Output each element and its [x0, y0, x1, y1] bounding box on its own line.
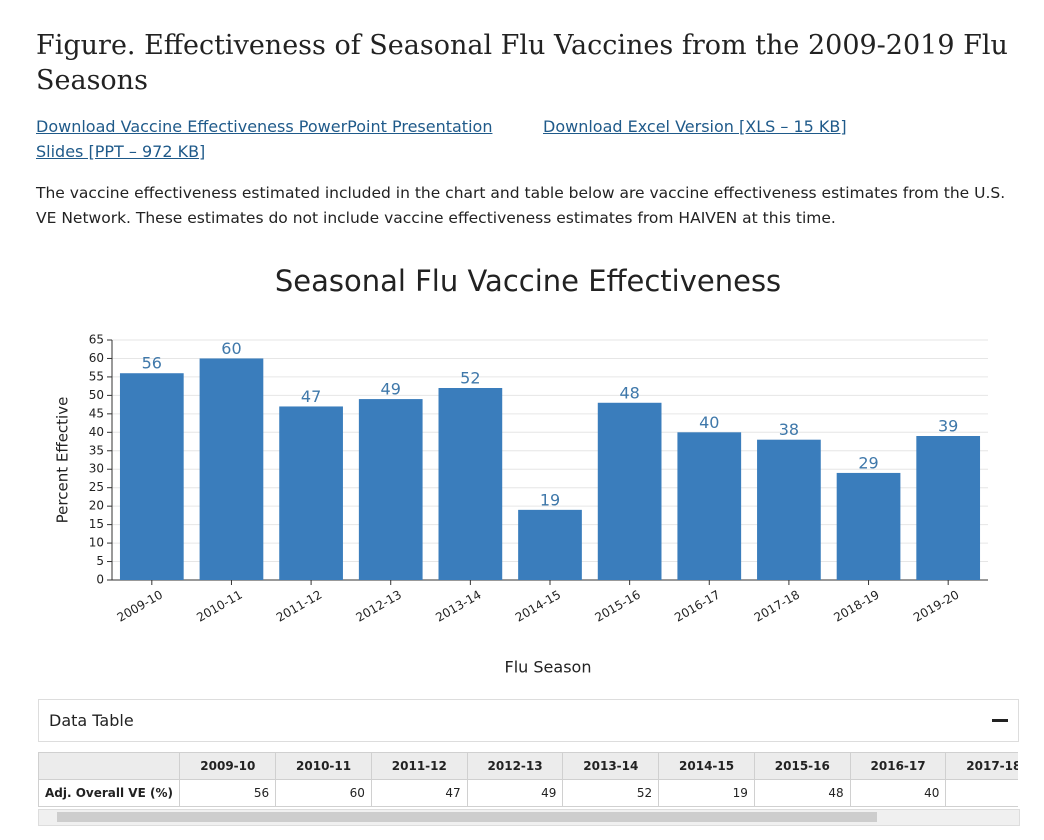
scroll-thumb[interactable] — [57, 812, 877, 822]
x-tick-label: 2014-15 — [513, 588, 563, 625]
bar — [119, 373, 184, 580]
x-tick-label: 2015-16 — [592, 588, 642, 625]
y-tick-label: 35 — [89, 443, 104, 457]
data-label: 48 — [619, 383, 639, 402]
bar — [358, 399, 423, 580]
column-header: 2013-14 — [562, 752, 660, 780]
y-tick-label: 55 — [89, 369, 104, 383]
x-tick-label: 2013-14 — [433, 588, 483, 625]
table-cell: 52 — [562, 779, 660, 807]
bar — [597, 402, 662, 580]
y-tick-label: 20 — [89, 499, 104, 513]
intro-text: The vaccine effectiveness estimated incl… — [36, 184, 1006, 227]
table-cell: 49 — [466, 779, 564, 807]
collapse-button[interactable] — [992, 719, 1008, 722]
bar — [757, 439, 821, 580]
column-header: 2011-12 — [370, 752, 468, 780]
y-tick-label: 65 — [89, 333, 104, 347]
table-cell: 60 — [275, 779, 372, 807]
bar — [438, 388, 503, 580]
data-label: 47 — [301, 387, 321, 406]
column-header: 2012-13 — [466, 752, 564, 780]
page-title: Figure. Effectiveness of Seasonal Flu Va… — [36, 30, 1008, 96]
column-header: 2010-11 — [275, 752, 372, 780]
column-header: 2015-16 — [753, 752, 851, 780]
x-tick-label: 2009-10 — [115, 588, 165, 625]
table-cell: 40 — [849, 779, 947, 807]
scrollbar[interactable] — [38, 809, 1020, 826]
column-header: 2009-10 — [179, 752, 277, 780]
y-tick-label: 5 — [96, 554, 104, 568]
data-label: 52 — [460, 369, 480, 388]
data-label: 39 — [938, 417, 958, 436]
data-table-heading: Data Table — [49, 711, 134, 730]
x-tick-label: 2011-12 — [274, 588, 324, 625]
y-tick-label: 10 — [89, 536, 104, 550]
y-axis-label: Percent Effective — [54, 397, 72, 524]
column-header: 2016-17 — [849, 752, 947, 780]
data-table: 2009-10 2010-11 2011-12 2012-13 2013-14 2014-… — [38, 752, 1018, 807]
y-tick-label: 0 — [96, 573, 104, 587]
bar — [279, 406, 343, 580]
bar — [916, 436, 981, 580]
data-label: 40 — [699, 413, 719, 432]
x-axis-label: Flu Season — [505, 658, 592, 677]
y-tick-label: 30 — [89, 462, 104, 476]
x-tick-label: 2012-13 — [354, 588, 404, 625]
y-tick-label: 25 — [89, 480, 104, 494]
x-tick-label: 2016-17 — [672, 588, 722, 625]
chart: Seasonal Flu Vaccine Effectiveness Flu S… — [54, 264, 988, 677]
bar — [199, 358, 264, 580]
data-label: 60 — [221, 339, 241, 358]
table-cell: 19 — [658, 779, 755, 807]
column-header: 2014-15 — [658, 752, 755, 780]
data-label: 49 — [381, 380, 401, 399]
chart-title: Seasonal Flu Vaccine Effectiveness — [275, 264, 781, 298]
table-cell: 38 — [945, 779, 1018, 807]
data-label: 29 — [858, 453, 878, 472]
y-tick-label: 60 — [89, 351, 104, 365]
y-tick-label: 15 — [89, 517, 104, 531]
data-label: 38 — [779, 420, 799, 439]
x-tick-label: 2018-19 — [831, 588, 881, 625]
data-label: 19 — [540, 490, 560, 509]
row-label: Adj. Overall VE (%) — [38, 779, 181, 807]
excel-link[interactable]: Download Excel Version [XLS – 15 KB] — [543, 117, 847, 136]
table-wrap: 2009-10 2010-11 2011-12 2012-13 2013-14 2014-… — [38, 752, 1018, 808]
y-tick-label: 50 — [89, 388, 104, 402]
x-tick-label: 2010-11 — [194, 588, 244, 625]
data-label: 56 — [142, 354, 162, 373]
y-tick-label: 40 — [89, 425, 104, 439]
table-cell: 48 — [753, 779, 851, 807]
column-header: 2017-18 — [945, 752, 1018, 780]
ppt-link[interactable]: Download Vaccine Effectiveness PowerPoin… — [36, 117, 493, 161]
x-tick-label: 2019-20 — [911, 588, 961, 625]
corner-cell — [38, 752, 181, 780]
data-table-panel: Data Table — [38, 699, 1019, 742]
table-cell: 56 — [179, 779, 277, 807]
bar — [677, 432, 742, 580]
bar — [518, 509, 582, 580]
y-tick-label: 45 — [89, 406, 104, 420]
table-cell: 47 — [370, 779, 468, 807]
x-tick-label: 2017-18 — [752, 588, 802, 625]
bar — [836, 472, 901, 580]
